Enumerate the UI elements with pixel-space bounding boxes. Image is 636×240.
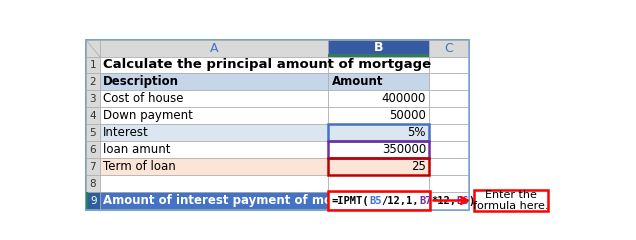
Bar [328, 124, 429, 141]
Bar [328, 158, 429, 175]
Bar [429, 158, 467, 175]
Bar [100, 175, 328, 192]
Bar [86, 175, 100, 192]
Text: 5%: 5% [408, 126, 426, 139]
Bar [86, 107, 100, 124]
Bar [86, 192, 88, 209]
Text: Enter the
formula here.: Enter the formula here. [473, 190, 548, 211]
Bar [100, 57, 328, 73]
Text: 5: 5 [90, 128, 96, 138]
Text: =IPMT(: =IPMT( [331, 196, 369, 205]
Bar [100, 90, 328, 107]
Bar [429, 141, 467, 158]
Text: 50000: 50000 [389, 109, 426, 122]
Text: 7: 7 [90, 162, 96, 172]
Text: Interest: Interest [103, 126, 148, 139]
Bar [328, 107, 429, 124]
Bar [100, 107, 328, 124]
Bar [429, 90, 467, 107]
Bar [86, 141, 100, 158]
Text: loan amunt: loan amunt [103, 143, 170, 156]
Text: 8: 8 [90, 179, 96, 189]
Text: *12,: *12, [431, 196, 457, 205]
Text: /12,1,: /12,1, [382, 196, 419, 205]
Bar [328, 158, 429, 175]
Bar [429, 107, 467, 124]
Bar [328, 40, 429, 57]
Text: Down payment: Down payment [103, 109, 193, 122]
Bar [328, 124, 429, 141]
Bar [328, 191, 430, 210]
Bar [328, 90, 429, 107]
Bar [100, 124, 328, 141]
Bar [86, 90, 100, 107]
Bar [86, 124, 100, 141]
Text: B6: B6 [457, 196, 469, 205]
Text: Term of loan: Term of loan [103, 160, 176, 173]
Bar [328, 192, 429, 209]
Text: 400000: 400000 [382, 92, 426, 105]
Bar [86, 73, 100, 90]
Text: 25: 25 [411, 160, 426, 173]
Text: A: A [210, 42, 218, 54]
Text: 9: 9 [90, 196, 97, 205]
Text: Amount of interest payment of mortgage: Amount of interest payment of mortgage [103, 194, 376, 207]
Bar [474, 190, 548, 211]
Text: 1: 1 [90, 60, 96, 70]
Text: 350000: 350000 [382, 143, 426, 156]
Bar [100, 73, 328, 90]
Bar [328, 141, 429, 158]
Text: 2: 2 [90, 77, 96, 87]
Bar [429, 124, 467, 141]
Bar [328, 175, 429, 192]
Bar [100, 141, 328, 158]
Bar [86, 40, 467, 209]
Bar [429, 175, 467, 192]
Bar [328, 141, 429, 158]
Bar [328, 54, 429, 57]
Text: B5: B5 [369, 196, 382, 205]
Text: ): ) [469, 196, 475, 205]
Text: Calculate the principal amount of mortgage: Calculate the principal amount of mortga… [103, 59, 431, 72]
Bar [86, 57, 100, 73]
Bar [429, 192, 467, 209]
Bar [86, 40, 100, 57]
Text: 3: 3 [90, 94, 96, 104]
Bar [86, 192, 100, 209]
Bar [429, 57, 467, 73]
Bar [100, 192, 328, 209]
Bar [100, 158, 328, 175]
Text: Cost of house: Cost of house [103, 92, 183, 105]
Bar [328, 57, 429, 73]
Bar [429, 40, 467, 57]
Bar [100, 40, 328, 57]
Text: Amount: Amount [332, 75, 384, 88]
Text: B7: B7 [419, 196, 431, 205]
Text: Description: Description [103, 75, 179, 88]
Text: 6: 6 [90, 145, 96, 155]
Bar [86, 158, 100, 175]
Bar [328, 73, 429, 90]
Bar [429, 73, 467, 90]
Text: C: C [444, 42, 453, 54]
Text: B: B [374, 41, 384, 54]
Text: 4: 4 [90, 111, 96, 121]
